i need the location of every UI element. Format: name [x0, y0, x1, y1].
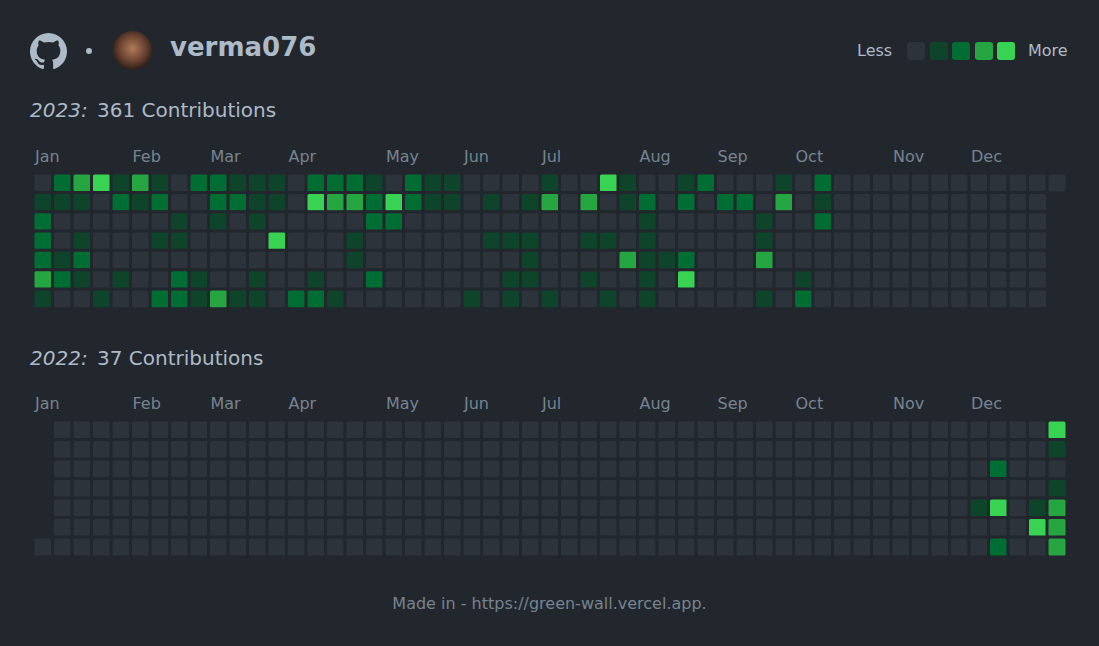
svg-text:Jul: Jul [541, 147, 561, 166]
html-text:verma076: verma076 [170, 32, 317, 62]
svg-text:Feb: Feb [133, 394, 161, 413]
html-text:2023:: 2023: [30, 98, 88, 122]
svg-text:Apr: Apr [289, 147, 317, 166]
svg-text:Nov: Nov [893, 147, 924, 166]
svg-text:Jan: Jan [34, 394, 60, 413]
svg-text:Aug: Aug [640, 147, 671, 166]
svg-text:Mar: Mar [211, 394, 242, 413]
html-text:More: More [1028, 41, 1068, 60]
svg-text:Mar: Mar [211, 147, 242, 166]
svg-text:May: May [386, 394, 419, 413]
svg-text:Jan: Jan [34, 147, 60, 166]
svg-text:Aug: Aug [640, 394, 671, 413]
svg-text:Oct: Oct [796, 394, 824, 413]
svg-text:Oct: Oct [796, 147, 824, 166]
svg-text:Sep: Sep [718, 394, 748, 413]
html-text:361 Contributions: 361 Contributions [97, 98, 277, 122]
svg-text:Sep: Sep [718, 147, 748, 166]
svg-text:Jun: Jun [463, 147, 489, 166]
html-text:37 Contributions: 37 Contributions [97, 346, 264, 370]
svg-text:Apr: Apr [289, 394, 317, 413]
svg-text:Dec: Dec [971, 147, 1002, 166]
html-text:Made in - https://green-wall.v: Made in - https://green-wall.vercel.app. [392, 594, 707, 613]
svg-text:May: May [386, 147, 419, 166]
svg-text:Dec: Dec [971, 394, 1002, 413]
svg-text:Jun: Jun [463, 394, 489, 413]
html-text:Less: Less [857, 41, 893, 60]
svg-text:Feb: Feb [133, 147, 161, 166]
svg-text:Jul: Jul [541, 394, 561, 413]
html-text:2022:: 2022: [30, 346, 88, 370]
svg-text:Nov: Nov [893, 394, 924, 413]
